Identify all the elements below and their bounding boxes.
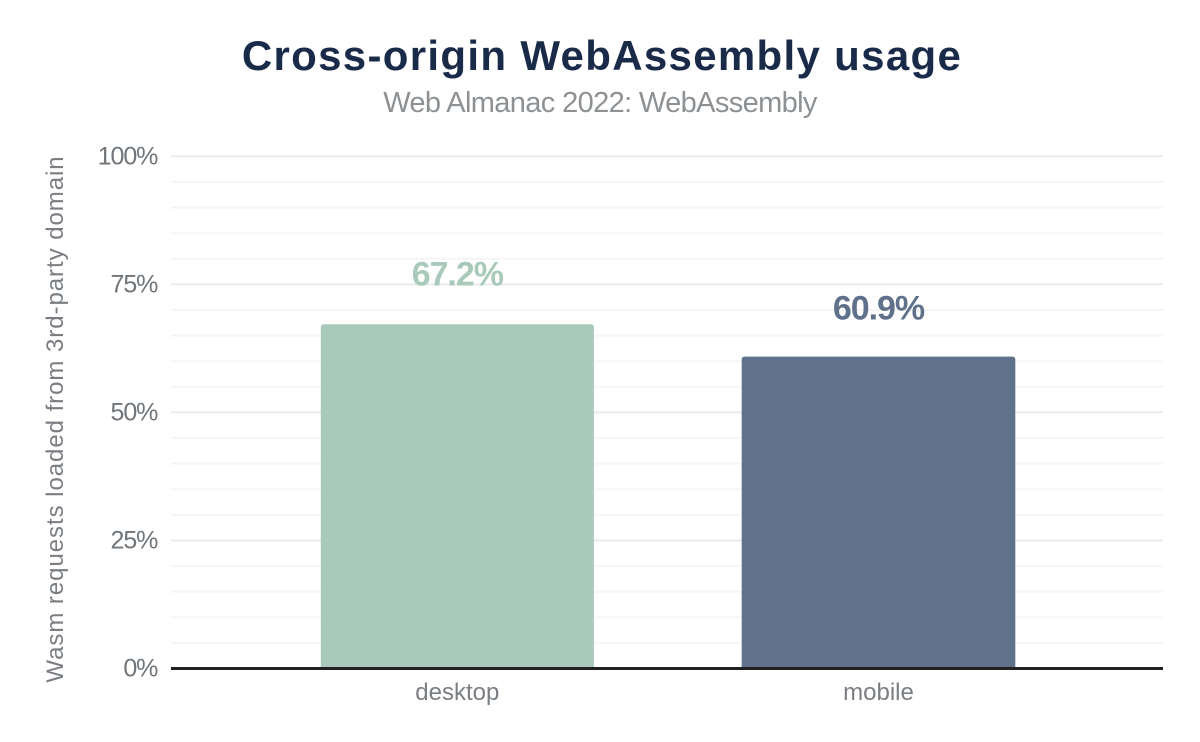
svg-text:Wasm requests loaded from 3rd-: Wasm requests loaded from 3rd-party doma… [42, 155, 69, 682]
svg-text:mobile: mobile [843, 679, 914, 706]
svg-text:75%: 75% [111, 270, 159, 298]
svg-text:desktop: desktop [415, 679, 499, 706]
svg-text:100%: 100% [98, 142, 158, 170]
svg-text:0%: 0% [123, 655, 158, 683]
svg-text:Web Almanac 2022: WebAssembly: Web Almanac 2022: WebAssembly [383, 87, 818, 119]
svg-text:Cross-origin WebAssembly usage: Cross-origin WebAssembly usage [242, 32, 962, 79]
svg-text:25%: 25% [111, 527, 159, 555]
svg-text:67.2%: 67.2% [412, 256, 504, 294]
svg-text:60.9%: 60.9% [833, 290, 925, 328]
svg-text:50%: 50% [111, 398, 159, 426]
